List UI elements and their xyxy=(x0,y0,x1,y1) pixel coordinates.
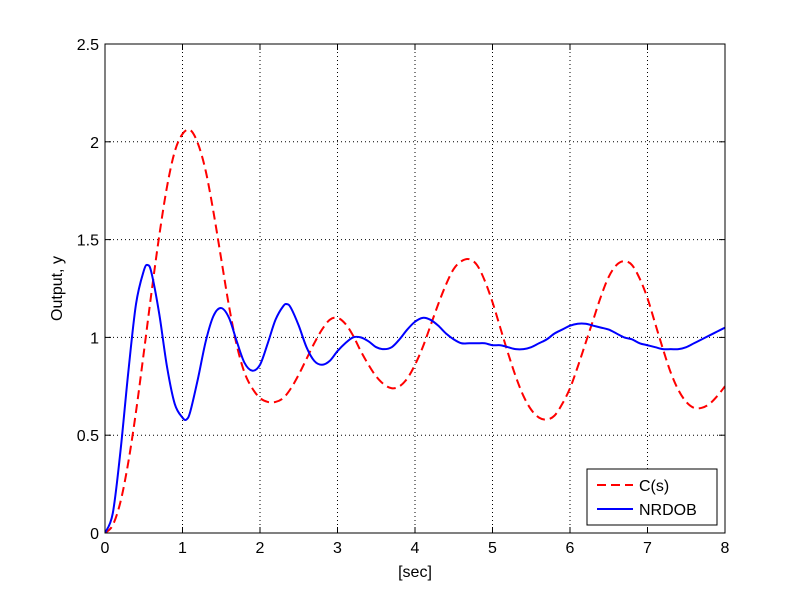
series-layer xyxy=(105,128,725,533)
x-tick-label: 1 xyxy=(178,540,187,557)
y-tick-label: 0 xyxy=(90,526,99,543)
x-tick-label: 7 xyxy=(643,540,652,557)
y-tick-label: 0.5 xyxy=(77,428,99,445)
x-axis-label: [sec] xyxy=(398,564,432,581)
y-axis-label: Output, y xyxy=(49,256,66,321)
x-tick-label: 0 xyxy=(101,540,110,557)
x-tick-label: 3 xyxy=(333,540,342,557)
x-tick-label: 6 xyxy=(566,540,575,557)
y-tick-label: 1 xyxy=(90,330,99,347)
y-tick-label: 2.5 xyxy=(77,37,99,54)
ticks xyxy=(104,43,726,534)
y-tick-label: 1.5 xyxy=(77,233,99,250)
x-tick-label: 8 xyxy=(721,540,730,557)
x-tick-label: 4 xyxy=(411,540,420,557)
legend-box xyxy=(586,468,718,526)
grid xyxy=(105,44,725,533)
legend: C(s) NRDOB xyxy=(586,468,718,526)
series-line-c-s xyxy=(105,128,725,533)
legend-label: C(s) xyxy=(639,478,669,495)
y-tick-label: 2 xyxy=(90,135,99,152)
series-line-nrdob xyxy=(105,263,725,533)
tick-labels: 0 1 2 3 4 5 6 7 8 0 0.5 1 1.5 2 2.5 xyxy=(77,37,730,557)
x-tick-label: 2 xyxy=(256,540,265,557)
x-tick-label: 5 xyxy=(488,540,497,557)
legend-label: NRDOB xyxy=(639,502,697,519)
